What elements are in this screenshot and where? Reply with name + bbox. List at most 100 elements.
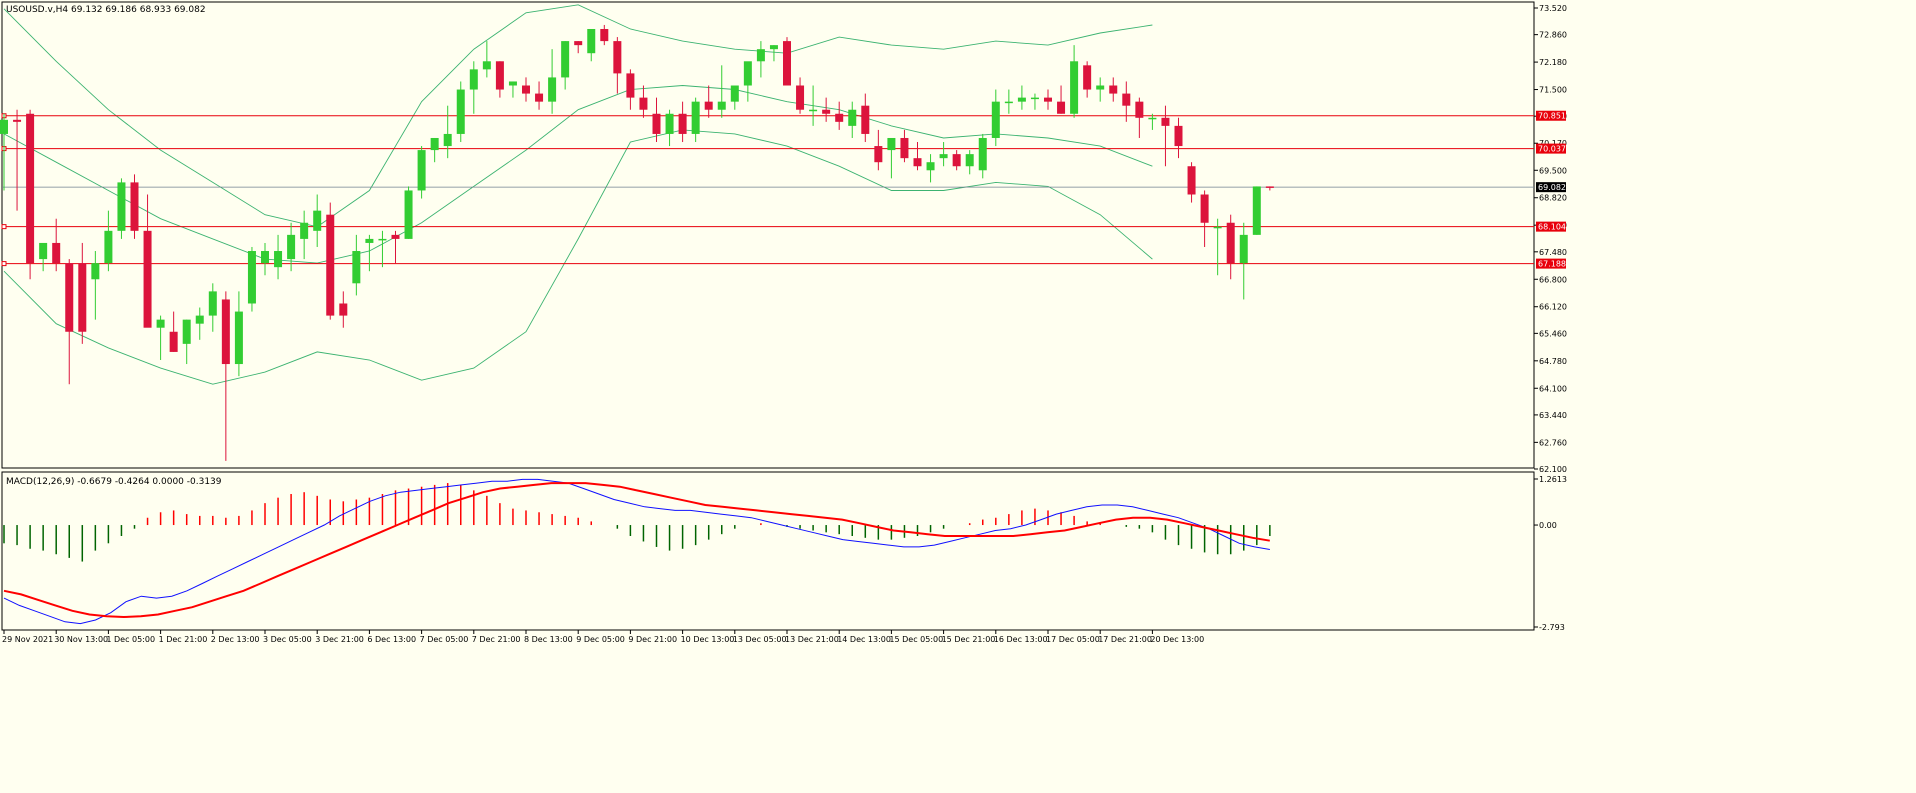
- main-panel: [1, 1, 1535, 469]
- price-tick-label: 66.120: [1539, 303, 1567, 312]
- bollinger-lower-band: [3, 129, 1153, 385]
- candle-bull: [404, 190, 413, 239]
- candle-bear: [339, 303, 348, 316]
- level-price-label: 70.037: [1538, 145, 1566, 154]
- time-tick-label: 9 Dec 05:00: [576, 635, 625, 644]
- candle-bull: [561, 41, 570, 78]
- chart-window: 73.52072.86072.18071.50070.84070.17069.5…: [0, 0, 1568, 646]
- macd-histogram: [3, 483, 1271, 562]
- horizontal-levels[interactable]: [1, 113, 1534, 267]
- price-tick-label: 64.780: [1539, 357, 1567, 366]
- candle-bull: [756, 49, 765, 62]
- candle-bear: [169, 331, 178, 352]
- price-tick-label: 72.860: [1539, 31, 1567, 40]
- bid-price-tag: [1536, 182, 1566, 193]
- candle-bull: [417, 150, 426, 191]
- time-axis: 29 Nov 2021 30 Nov 13:001 Dec 05:00 1 Dec …: [2, 630, 1204, 644]
- candle-bear: [130, 182, 139, 231]
- price-tick-label: 66.800: [1539, 275, 1567, 284]
- candle-bear: [1161, 117, 1170, 126]
- candle-bear: [1200, 194, 1209, 223]
- candle-bear: [600, 28, 609, 42]
- candle-bull: [730, 85, 739, 102]
- macd-header: MACD(12,26,9) -0.6679 -0.4264 0.0000 -0.…: [6, 477, 222, 487]
- candle-bull: [665, 113, 674, 134]
- time-tick-label: 13 Dec 21:00: [785, 635, 839, 644]
- price-tick-label: 62.760: [1539, 438, 1567, 447]
- macd-panel: [1, 471, 1535, 631]
- candle-bear: [221, 299, 230, 365]
- signal-line: [3, 482, 1270, 619]
- price-tick-label: 67.480: [1539, 248, 1567, 257]
- candle-bull: [691, 101, 700, 134]
- price-axis: 73.52072.86072.18071.50070.84070.17069.5…: [1534, 4, 1567, 474]
- candle-bull: [508, 81, 517, 86]
- price-tick-label: 73.520: [1539, 4, 1567, 13]
- candle-bull: [1070, 61, 1079, 114]
- candle-bear: [143, 230, 152, 328]
- candle-bear: [639, 97, 648, 110]
- time-tick-label: 20 Dec 13:00: [1150, 635, 1204, 644]
- time-tick-label: 3 Dec 05:00: [263, 635, 312, 644]
- bollinger-bands: [3, 4, 1153, 385]
- price-tick-label: 69.500: [1539, 166, 1567, 175]
- time-tick-label: 1 Dec 21:00: [159, 635, 208, 644]
- candle-bear: [1109, 85, 1118, 94]
- candle-bull: [39, 242, 48, 260]
- candle-bull: [1004, 101, 1013, 104]
- candle-bear: [952, 154, 961, 167]
- candle-bear: [495, 61, 504, 90]
- candle-bull: [1213, 226, 1222, 229]
- macd-line: [3, 478, 1270, 625]
- bollinger-middle-band: [3, 85, 1153, 264]
- candle-bull: [848, 109, 857, 126]
- time-tick-label: 16 Dec 13:00: [994, 635, 1048, 644]
- chart-canvas[interactable]: 73.52072.86072.18071.50070.84070.17069.5…: [0, 0, 1568, 646]
- candle-bull: [443, 133, 452, 147]
- time-tick-label: 14 Dec 13:00: [837, 635, 891, 644]
- time-tick-label: 7 Dec 21:00: [472, 635, 521, 644]
- time-tick-label: 3 Dec 21:00: [315, 635, 364, 644]
- candle-bull: [430, 137, 439, 151]
- time-tick-label: 17 Dec 21:00: [1098, 635, 1152, 644]
- candle-bull: [1252, 186, 1261, 235]
- time-tick-label: 2 Dec 13:00: [211, 635, 260, 644]
- candle-bull: [456, 89, 465, 134]
- price-tick-label: 68.820: [1539, 194, 1567, 203]
- candle-bull: [104, 230, 113, 264]
- candle-bull: [287, 234, 296, 260]
- candle-bear: [1057, 101, 1066, 114]
- candle-bear: [1265, 186, 1274, 188]
- candle-bear: [704, 101, 713, 110]
- time-tick-label: 15 Dec 21:00: [942, 635, 996, 644]
- level-price-tag: [1536, 221, 1566, 232]
- candle-bear: [1044, 97, 1052, 102]
- candle-bear: [13, 119, 22, 122]
- candle-bull: [365, 238, 374, 243]
- time-tick-label: 1 Dec 05:00: [106, 635, 155, 644]
- price-tick-label: 65.460: [1539, 329, 1567, 338]
- level-price-label: 70.851: [1538, 112, 1566, 121]
- candle-bear: [652, 113, 661, 134]
- candle-bull: [939, 154, 948, 159]
- candle-bull: [978, 137, 987, 171]
- candle-bear: [574, 41, 583, 46]
- candle-bear: [78, 263, 87, 332]
- time-tick-label: 13 Dec 05:00: [733, 635, 787, 644]
- candle-bear: [913, 158, 922, 167]
- candle-bull: [717, 101, 726, 110]
- macd-lines: [3, 478, 1270, 625]
- candle-bear: [52, 242, 61, 264]
- candle-bear: [626, 73, 635, 98]
- candle-bull: [182, 319, 191, 344]
- candle-bear: [1226, 222, 1235, 264]
- candle-bull: [117, 182, 126, 231]
- candle-bull: [195, 315, 204, 324]
- level-price-tag: [1536, 143, 1566, 154]
- candle-bear: [1122, 93, 1131, 106]
- candle-bull: [743, 61, 752, 86]
- level-price-label: 68.104: [1538, 223, 1566, 232]
- candle-bull: [769, 45, 778, 50]
- time-tick-label: 17 Dec 05:00: [1046, 635, 1100, 644]
- candle-bull: [0, 119, 8, 134]
